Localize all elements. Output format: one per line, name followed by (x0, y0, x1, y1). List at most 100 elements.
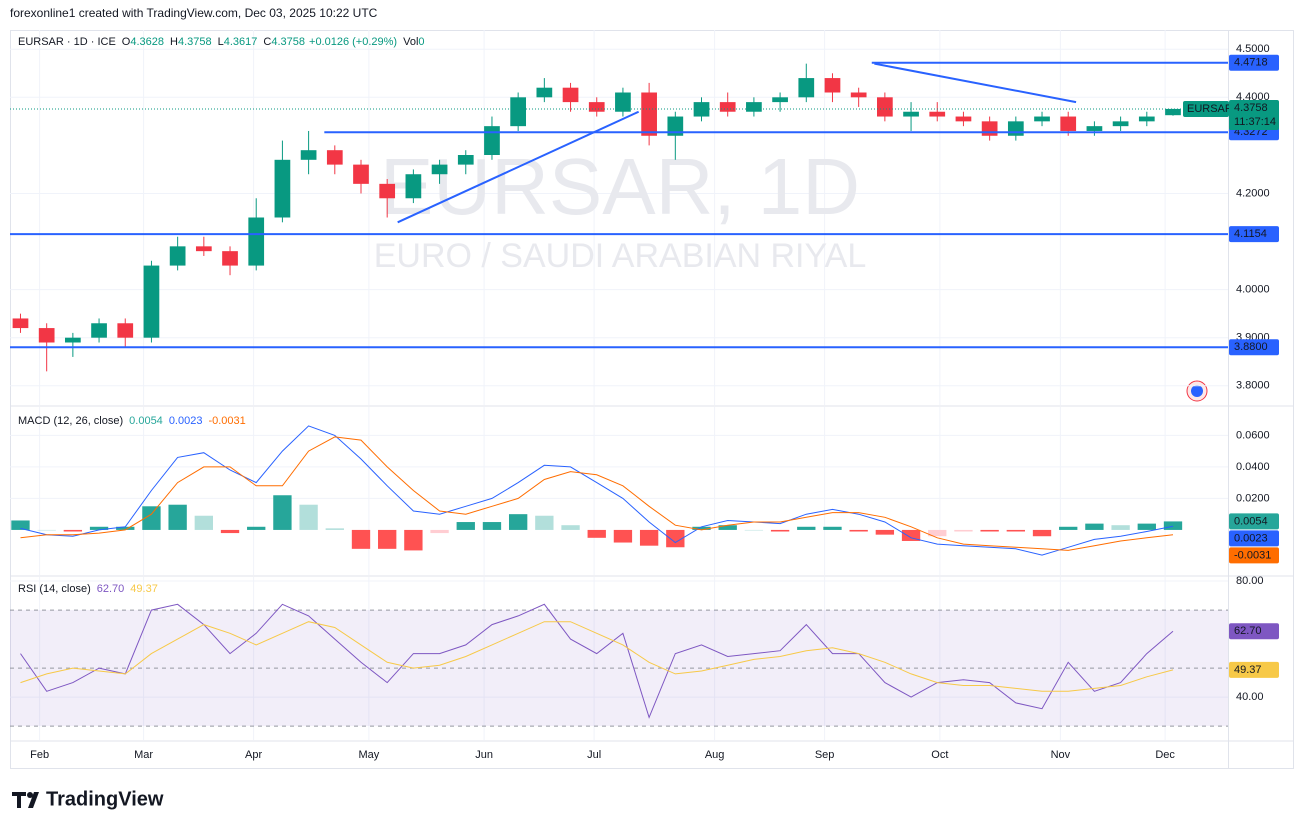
last-price-bg (1229, 99, 1279, 130)
price-label: 3.8800 (1234, 341, 1268, 353)
watermark: EURO / SAUDI ARABIAN RIYAL (374, 237, 867, 275)
trend-line (397, 110, 640, 224)
histogram-bar (404, 529, 423, 551)
legend-value: 4.3758 (178, 36, 212, 48)
candle-body (850, 92, 867, 98)
series-line (20, 436, 1174, 551)
histogram-bar (116, 526, 135, 530)
value-badge: 0.0054 (1234, 515, 1268, 527)
x-tick-label: Dec (1155, 749, 1175, 761)
x-tick-label: Nov (1051, 749, 1071, 761)
candle-body (667, 116, 684, 136)
last-price: 4.3758 (1234, 102, 1268, 114)
histogram-bar (430, 529, 449, 534)
value-badge-bg (1229, 623, 1279, 640)
histogram-bar (849, 529, 868, 532)
y-tick-label: 0.0400 (1236, 461, 1270, 473)
candle-body (746, 102, 762, 112)
histogram-bar (1137, 523, 1156, 530)
value-badge: 0.0023 (1234, 532, 1268, 544)
histogram-bar (797, 526, 816, 530)
candle-body (1034, 116, 1050, 122)
histogram-bar (1059, 526, 1078, 530)
histogram-bar (89, 526, 109, 530)
legend: EURSAR · 1D · ICE O4.3628 H4.3758 L4.3617 C4… (18, 36, 425, 48)
candle-body (1138, 116, 1155, 122)
value-badge: 49.37 (1234, 664, 1262, 676)
legend-value: 49.37 (130, 583, 158, 595)
candle-body (693, 102, 710, 117)
histogram-bar (456, 522, 475, 530)
legend-label: L (218, 36, 224, 48)
symbol-badge-bg (1183, 100, 1229, 117)
histogram-bar (142, 506, 161, 530)
candle-body (143, 265, 160, 338)
histogram-bar (37, 529, 56, 531)
histogram-bar (220, 529, 240, 534)
series-line (20, 621, 1174, 692)
candle-body (903, 111, 919, 117)
candle-body (772, 97, 788, 103)
legend-value: 62.70 (97, 583, 125, 595)
histogram-bar (980, 529, 999, 532)
price-label: 4.4718 (1234, 57, 1268, 69)
histogram-bar (299, 504, 318, 530)
histogram-bar (561, 525, 580, 530)
candle-body (405, 174, 422, 199)
x-tick-label: Jun (475, 749, 493, 761)
value-badge-bg (1229, 661, 1279, 678)
histogram-bar (325, 528, 344, 530)
histogram-bar (823, 526, 842, 530)
histogram-bar (1085, 523, 1104, 530)
candle-body (169, 246, 186, 266)
candle-body (1007, 121, 1024, 136)
candle-body (484, 126, 500, 155)
histogram-bar (273, 495, 292, 530)
candle-body (562, 87, 579, 103)
value-badge: 62.70 (1234, 625, 1262, 637)
candle-body (248, 217, 265, 266)
x-tick-label: May (358, 749, 379, 761)
x-tick-label: Sep (815, 749, 835, 761)
candle-body (929, 111, 946, 117)
histogram-bar (901, 529, 921, 541)
candle-body (65, 337, 81, 343)
legend-label: H (170, 36, 178, 48)
histogram-bar (378, 529, 397, 549)
x-tick-label: Apr (245, 749, 262, 761)
candle-body (1060, 116, 1077, 131)
histogram-bar (875, 529, 895, 535)
candle-body (379, 183, 396, 199)
frame (10, 30, 1294, 769)
candle-body (353, 164, 369, 184)
histogram-bar (666, 529, 685, 548)
histogram-bar (482, 522, 502, 530)
x-tick-label: Aug (705, 749, 725, 761)
histogram-bar (692, 526, 711, 530)
y-tick-label: 80.00 (1236, 575, 1264, 587)
candle-body (615, 92, 631, 112)
x-tick-label: Oct (931, 749, 948, 761)
y-tick-label: 4.0000 (1236, 284, 1270, 296)
legend-value: +0.0126 (+0.29%) (309, 36, 397, 48)
value-badge-bg (1229, 530, 1279, 547)
candle-body (824, 78, 841, 93)
series-line (20, 425, 1174, 556)
candle-body (457, 155, 474, 165)
legend-label: Vol (403, 36, 418, 48)
histogram-bar (1032, 529, 1052, 537)
series-line (20, 603, 1174, 719)
y-tick-label: 40.00 (1236, 691, 1264, 703)
candle-body (955, 116, 972, 122)
legend-value: 4.3758 (271, 36, 305, 48)
brand: TradingView (46, 788, 164, 810)
logo (12, 792, 39, 808)
histogram-bar (247, 526, 266, 530)
candle-body (12, 318, 29, 329)
candle-body (326, 150, 343, 165)
price-label-bg (1229, 54, 1279, 71)
histogram-bar (718, 525, 737, 530)
trend-line (874, 62, 1077, 104)
legend-title: RSI (14, close) (18, 583, 91, 595)
